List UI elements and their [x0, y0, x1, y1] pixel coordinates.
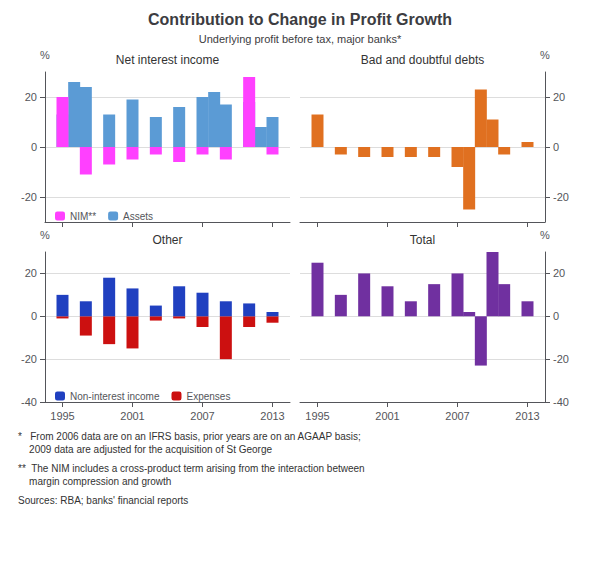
svg-text:Other: Other	[152, 233, 182, 247]
svg-text:1995: 1995	[305, 410, 329, 422]
svg-text:* From 2006 data are on an I: * From 2006 data are on an IFRS basis, p…	[18, 431, 361, 442]
svg-text:Assets: Assets	[123, 211, 153, 222]
svg-text:2001: 2001	[375, 410, 399, 422]
svg-text:Total: Total	[410, 233, 435, 247]
svg-text:%: %	[40, 49, 50, 61]
svg-text:20: 20	[25, 267, 37, 279]
svg-text:NIM**: NIM**	[70, 211, 96, 222]
svg-text:20: 20	[553, 91, 565, 103]
svg-text:2007: 2007	[445, 410, 469, 422]
svg-text:0: 0	[31, 310, 37, 322]
svg-text:0: 0	[31, 141, 37, 153]
svg-text:margin compression and growth: margin compression and growth	[18, 476, 171, 487]
svg-text:2013: 2013	[260, 410, 284, 422]
svg-text:0: 0	[553, 310, 559, 322]
svg-text:Sources: RBA; banks' financial: Sources: RBA; banks' financial reports	[18, 495, 188, 506]
svg-text:2007: 2007	[190, 410, 214, 422]
svg-text:Expenses: Expenses	[186, 391, 230, 402]
svg-text:-20: -20	[553, 353, 569, 365]
svg-text:Net interest income: Net interest income	[116, 53, 220, 67]
svg-text:-20: -20	[553, 191, 569, 203]
svg-text:** The NIM includes a cross-p: ** The NIM includes a cross-product term…	[18, 463, 365, 474]
svg-text:2001: 2001	[120, 410, 144, 422]
svg-text:-20: -20	[21, 191, 37, 203]
svg-text:Non-interest income: Non-interest income	[70, 391, 160, 402]
svg-text:-40: -40	[21, 396, 37, 408]
svg-text:Underlying profit before tax,: Underlying profit before tax, major bank…	[199, 33, 402, 45]
svg-text:%: %	[540, 229, 550, 241]
svg-text:%: %	[540, 49, 550, 61]
svg-text:Bad and doubtful debts: Bad and doubtful debts	[361, 53, 484, 67]
svg-text:2013: 2013	[515, 410, 539, 422]
svg-text:2009 data are adjusted for the: 2009 data are adjusted for the acquisiti…	[18, 444, 272, 455]
svg-text:1995: 1995	[50, 410, 74, 422]
svg-text:0: 0	[553, 141, 559, 153]
svg-text:%: %	[40, 229, 50, 241]
svg-text:-20: -20	[21, 353, 37, 365]
svg-text:Contribution to Change in Prof: Contribution to Change in Profit Growth	[148, 11, 452, 28]
svg-text:-40: -40	[553, 396, 569, 408]
svg-text:20: 20	[25, 91, 37, 103]
svg-text:20: 20	[553, 267, 565, 279]
